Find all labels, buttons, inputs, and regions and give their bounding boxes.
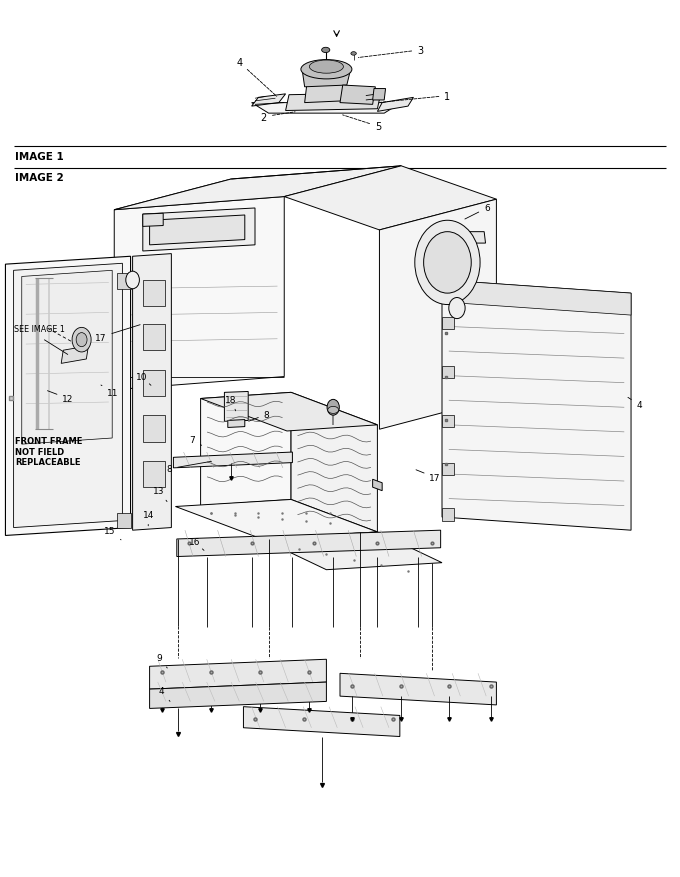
Polygon shape: [303, 72, 350, 88]
Polygon shape: [133, 254, 171, 531]
Text: 7: 7: [190, 436, 202, 446]
Polygon shape: [228, 420, 245, 428]
Polygon shape: [286, 94, 381, 111]
Ellipse shape: [309, 61, 343, 75]
Ellipse shape: [351, 53, 356, 56]
Polygon shape: [291, 393, 377, 532]
Text: 4: 4: [236, 58, 277, 97]
Polygon shape: [442, 281, 631, 316]
Polygon shape: [150, 682, 326, 709]
Polygon shape: [61, 346, 88, 364]
Polygon shape: [284, 167, 496, 231]
Text: 11: 11: [101, 386, 118, 397]
Polygon shape: [224, 392, 248, 422]
Text: 16: 16: [189, 538, 204, 551]
Circle shape: [72, 328, 91, 353]
Polygon shape: [201, 393, 291, 506]
Polygon shape: [143, 281, 165, 307]
Polygon shape: [305, 79, 347, 103]
Polygon shape: [466, 386, 481, 396]
Polygon shape: [262, 532, 442, 570]
Polygon shape: [442, 416, 454, 428]
Polygon shape: [252, 103, 401, 114]
Polygon shape: [442, 281, 631, 531]
Polygon shape: [377, 98, 413, 112]
Polygon shape: [373, 480, 382, 491]
Circle shape: [424, 232, 471, 294]
Polygon shape: [379, 200, 496, 430]
Polygon shape: [442, 367, 454, 379]
Text: 12: 12: [48, 391, 73, 403]
Polygon shape: [150, 660, 326, 689]
Circle shape: [327, 400, 339, 416]
Polygon shape: [442, 463, 454, 475]
Polygon shape: [466, 232, 486, 244]
Polygon shape: [143, 324, 165, 351]
Text: 4: 4: [628, 398, 642, 410]
Ellipse shape: [301, 61, 352, 80]
Text: 6: 6: [465, 204, 490, 220]
Text: 17: 17: [416, 470, 441, 482]
Polygon shape: [466, 353, 485, 370]
Ellipse shape: [322, 48, 330, 53]
Polygon shape: [143, 370, 165, 396]
Text: 4: 4: [159, 687, 170, 702]
Polygon shape: [117, 513, 131, 529]
Circle shape: [415, 221, 480, 305]
Text: 1: 1: [380, 91, 451, 103]
Polygon shape: [442, 317, 454, 330]
Polygon shape: [143, 214, 163, 227]
Text: 13: 13: [154, 487, 167, 502]
Polygon shape: [114, 167, 401, 210]
Text: 2: 2: [260, 112, 295, 123]
Text: 14: 14: [143, 510, 154, 526]
Polygon shape: [373, 89, 386, 101]
Text: 17: 17: [95, 325, 140, 342]
Text: 3: 3: [358, 46, 424, 59]
Polygon shape: [340, 86, 375, 105]
Polygon shape: [173, 453, 292, 468]
Polygon shape: [117, 274, 131, 289]
Polygon shape: [340, 674, 496, 705]
Ellipse shape: [328, 407, 339, 414]
Circle shape: [449, 298, 465, 319]
Text: 5: 5: [343, 116, 381, 132]
Polygon shape: [143, 461, 165, 488]
Text: IMAGE 1: IMAGE 1: [15, 152, 64, 161]
Circle shape: [76, 333, 87, 347]
Circle shape: [126, 272, 139, 289]
Polygon shape: [177, 531, 441, 557]
Polygon shape: [143, 416, 165, 442]
Text: IMAGE 2: IMAGE 2: [15, 173, 64, 183]
Polygon shape: [22, 271, 112, 445]
Polygon shape: [252, 95, 286, 107]
Text: 9: 9: [156, 653, 167, 668]
Text: 18: 18: [226, 396, 237, 411]
Text: 8: 8: [249, 410, 269, 422]
Text: 15: 15: [105, 526, 121, 540]
Polygon shape: [143, 209, 255, 252]
Polygon shape: [442, 509, 454, 521]
Polygon shape: [175, 500, 377, 539]
Polygon shape: [243, 707, 400, 737]
Polygon shape: [5, 257, 131, 536]
Polygon shape: [150, 216, 245, 246]
Polygon shape: [14, 264, 122, 528]
Text: 8: 8: [167, 462, 211, 474]
Polygon shape: [201, 393, 377, 431]
Polygon shape: [472, 333, 480, 342]
Text: 10: 10: [136, 373, 151, 386]
Text: FRONT FRAME
NOT FIELD
REPLACEABLE: FRONT FRAME NOT FIELD REPLACEABLE: [15, 437, 82, 467]
Polygon shape: [114, 197, 284, 390]
Text: SEE IMAGE 1: SEE IMAGE 1: [14, 324, 65, 333]
